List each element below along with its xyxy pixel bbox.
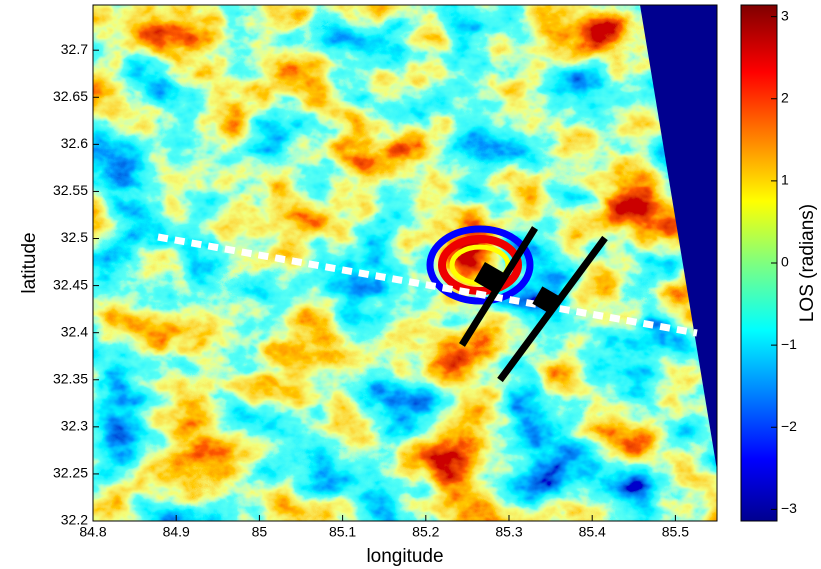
x-tick-label: 85.5 xyxy=(662,524,689,540)
colorbar-tick-label: −2 xyxy=(781,418,797,434)
y-tick-label: 32.65 xyxy=(53,88,88,104)
colorbar-tick-label: −1 xyxy=(781,336,797,352)
x-tick-label: 84.9 xyxy=(163,524,190,540)
x-tick-label: 85.1 xyxy=(329,524,356,540)
colorbar-tick-label: −3 xyxy=(781,500,797,516)
x-tick-label: 85.2 xyxy=(412,524,439,540)
chart: longitude latitude LOS (radians) 84.884.… xyxy=(0,0,821,569)
interferogram xyxy=(93,5,717,521)
y-tick-label: 32.25 xyxy=(53,465,88,481)
colorbar-tick-label: 3 xyxy=(781,7,789,23)
y-tick-label: 32.6 xyxy=(61,135,88,151)
x-tick-label: 85.3 xyxy=(495,524,522,540)
x-tick-label: 85.4 xyxy=(579,524,606,540)
colorbar-tick-label: 0 xyxy=(781,254,789,270)
y-axis-label: latitude xyxy=(19,232,40,293)
colorbar-tick-label: 2 xyxy=(781,89,789,105)
x-tick-label: 85 xyxy=(252,524,268,540)
y-tick-label: 32.55 xyxy=(53,182,88,198)
x-axis-label: longitude xyxy=(366,546,443,567)
y-tick-label: 32.35 xyxy=(53,370,88,386)
colorbar-label: LOS (radians) xyxy=(797,204,818,322)
y-tick-label: 32.7 xyxy=(61,41,88,57)
y-tick-label: 32.5 xyxy=(61,229,88,245)
colorbar-tick-label: 1 xyxy=(781,172,789,188)
y-tick-label: 32.45 xyxy=(53,276,88,292)
y-tick-label: 32.4 xyxy=(61,323,88,339)
y-tick-label: 32.2 xyxy=(61,512,88,528)
y-tick-label: 32.3 xyxy=(61,418,88,434)
